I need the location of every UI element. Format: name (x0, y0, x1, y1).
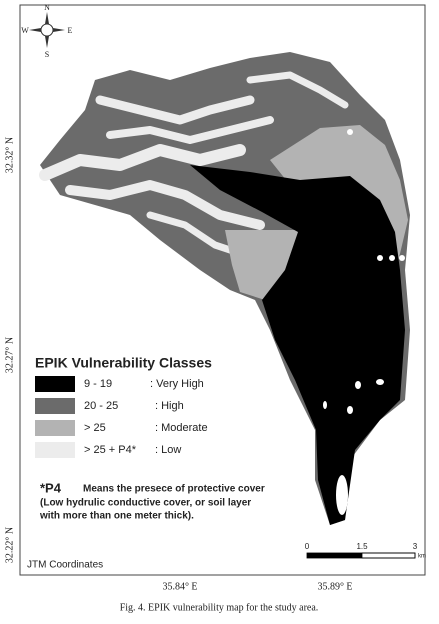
legend-swatch (35, 420, 75, 436)
legend-range: 9 - 19 (84, 378, 112, 390)
legend-range: > 25 + P4* (84, 444, 137, 456)
graticule-labels: 32.32° N 32.27° N 32.22° N 35.84° E 35.8… (4, 137, 352, 592)
legend-swatch (35, 376, 75, 392)
legend-class: : Very High (150, 378, 204, 390)
longitude-label: 35.89° E (317, 581, 352, 592)
legend-title: EPIK Vulnerability Classes (35, 355, 212, 371)
legend-class: : Low (155, 444, 181, 456)
scale-label: 0 (305, 542, 310, 551)
compass-s: S (45, 50, 49, 59)
scale-label: 3 (413, 542, 418, 551)
legend-swatch (35, 398, 75, 414)
latitude-label: 32.32° N (4, 137, 15, 173)
scale-bar: 0 1.5 3 km (305, 542, 426, 559)
legend: EPIK Vulnerability Classes 9 - 19 : Very… (35, 355, 212, 458)
legend-class: : Moderate (155, 422, 208, 434)
compass-n: N (44, 3, 50, 12)
compass: N E S W (21, 3, 72, 59)
legend-range: > 25 (84, 422, 106, 434)
legend-range: 20 - 25 (84, 400, 118, 412)
note-line: Means the presece of protective cover (83, 484, 265, 495)
note-line: (Low hydrulic conductive cover, or soil … (40, 498, 251, 509)
note: *P4 Means the presece of protective cove… (39, 480, 265, 521)
latitude-label: 32.27° N (4, 337, 15, 373)
compass-e: E (68, 26, 73, 35)
coordinate-system: JTM Coordinates (27, 560, 103, 571)
compass-w: W (21, 26, 29, 35)
scale-label: 1.5 (356, 542, 368, 551)
legend-swatch (35, 442, 75, 458)
note-marker: *P4 (40, 480, 62, 495)
scale-unit: km (418, 554, 426, 560)
caption: Fig. 4. EPIK vulnerability map for the s… (120, 602, 319, 613)
longitude-label: 35.84° E (162, 581, 197, 592)
latitude-label: 32.22° N (4, 527, 15, 563)
note-line: with more than one meter thick). (39, 511, 194, 522)
legend-class: : High (155, 400, 184, 412)
vulnerability-map (39, 52, 410, 525)
